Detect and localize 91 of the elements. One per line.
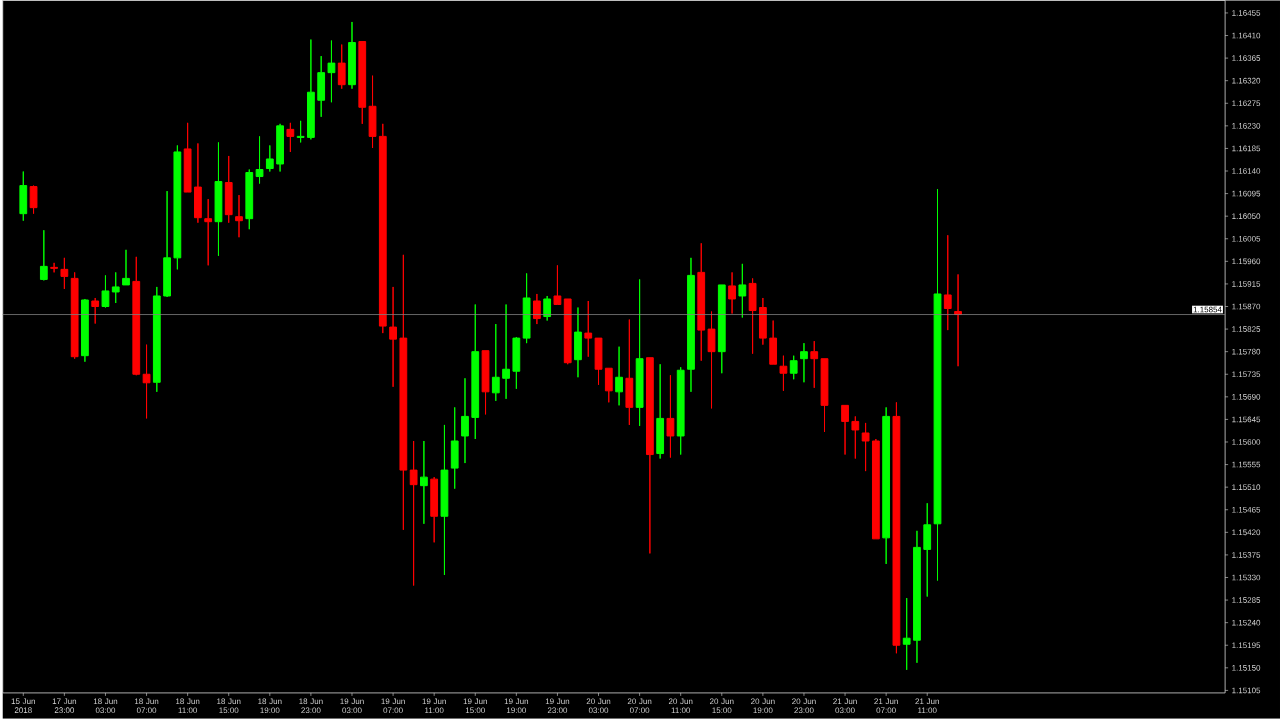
candlestick	[717, 284, 726, 374]
candlestick	[574, 307, 582, 378]
candlestick	[471, 304, 480, 440]
candlestick	[440, 424, 449, 576]
candlestick	[265, 144, 274, 173]
candlestick	[420, 440, 428, 525]
candlestick	[163, 190, 171, 298]
candlestick	[60, 257, 69, 290]
candlestick	[194, 142, 202, 224]
candlestick	[758, 297, 767, 346]
candlestick	[399, 254, 408, 531]
candlestick	[235, 194, 243, 238]
candlestick	[19, 171, 28, 222]
candlestick	[142, 344, 151, 419]
candlestick	[50, 262, 58, 273]
candlestick	[286, 122, 295, 153]
candlestick	[389, 286, 397, 388]
candlestick	[327, 40, 336, 103]
candlestick	[810, 340, 819, 389]
candlestick	[913, 530, 921, 664]
candlestick	[450, 406, 459, 490]
candlestick	[954, 273, 962, 367]
candlestick	[39, 229, 48, 281]
candlestick	[687, 257, 695, 393]
candlestick	[276, 123, 284, 173]
candlestick	[851, 415, 860, 460]
candlestick	[91, 297, 100, 325]
candlestick	[29, 185, 38, 215]
candlestick	[902, 597, 911, 671]
candlestick	[461, 377, 469, 464]
candlestick	[81, 298, 89, 363]
candlestick	[409, 440, 418, 587]
candlestick	[820, 358, 829, 433]
candlestick	[491, 323, 500, 402]
candlestick	[635, 278, 644, 427]
candlestick	[728, 271, 736, 315]
candlestick	[173, 144, 182, 270]
candlestick	[337, 44, 346, 90]
candlestick	[430, 476, 439, 543]
candlestick	[522, 272, 531, 344]
candlestick	[882, 406, 891, 565]
candlestick	[214, 141, 223, 257]
candlestick	[368, 75, 377, 149]
candlestick	[296, 120, 305, 143]
candlestick	[358, 41, 367, 125]
candlestick	[348, 21, 356, 90]
candlestick	[584, 300, 593, 358]
candlestick	[553, 264, 562, 306]
candlestick	[923, 502, 932, 598]
candlestick	[70, 271, 79, 360]
candlestick	[122, 249, 130, 286]
candlestick	[707, 311, 716, 409]
candlestick	[943, 234, 952, 331]
candlestick	[543, 295, 552, 322]
candlestick	[933, 188, 942, 582]
candlestick	[871, 438, 880, 540]
candlestick	[748, 277, 757, 355]
candlestick	[892, 401, 901, 654]
candlestick	[615, 346, 623, 406]
candlestick	[152, 286, 161, 393]
candlestick	[183, 122, 192, 193]
candlestick	[533, 293, 541, 325]
candlestick	[841, 404, 849, 456]
candlestick	[502, 304, 510, 400]
candlestick	[769, 320, 778, 365]
candlestick	[317, 55, 326, 118]
candlestick	[378, 123, 387, 334]
candlestick	[604, 367, 613, 403]
candlestick	[481, 350, 490, 415]
candlestick	[738, 263, 747, 319]
candlestick	[789, 355, 798, 380]
candlestick	[255, 135, 264, 185]
candlestick	[861, 422, 870, 472]
candlestick	[676, 366, 685, 456]
candlestick	[697, 242, 706, 362]
candlestick	[646, 357, 654, 554]
candlestick	[779, 355, 788, 392]
candlestick	[132, 256, 141, 376]
candlestick	[594, 337, 603, 386]
candlestick	[111, 271, 120, 304]
candlestick	[800, 342, 808, 383]
candlestick	[563, 298, 572, 365]
candlestick	[512, 336, 521, 390]
candlestick	[666, 374, 675, 459]
candlestick	[656, 363, 665, 460]
candlestick	[245, 169, 254, 230]
candlestick	[224, 155, 233, 224]
candlestick	[101, 274, 110, 309]
candlestick	[625, 319, 634, 426]
candlestick	[307, 39, 315, 140]
candlestick	[204, 198, 213, 266]
